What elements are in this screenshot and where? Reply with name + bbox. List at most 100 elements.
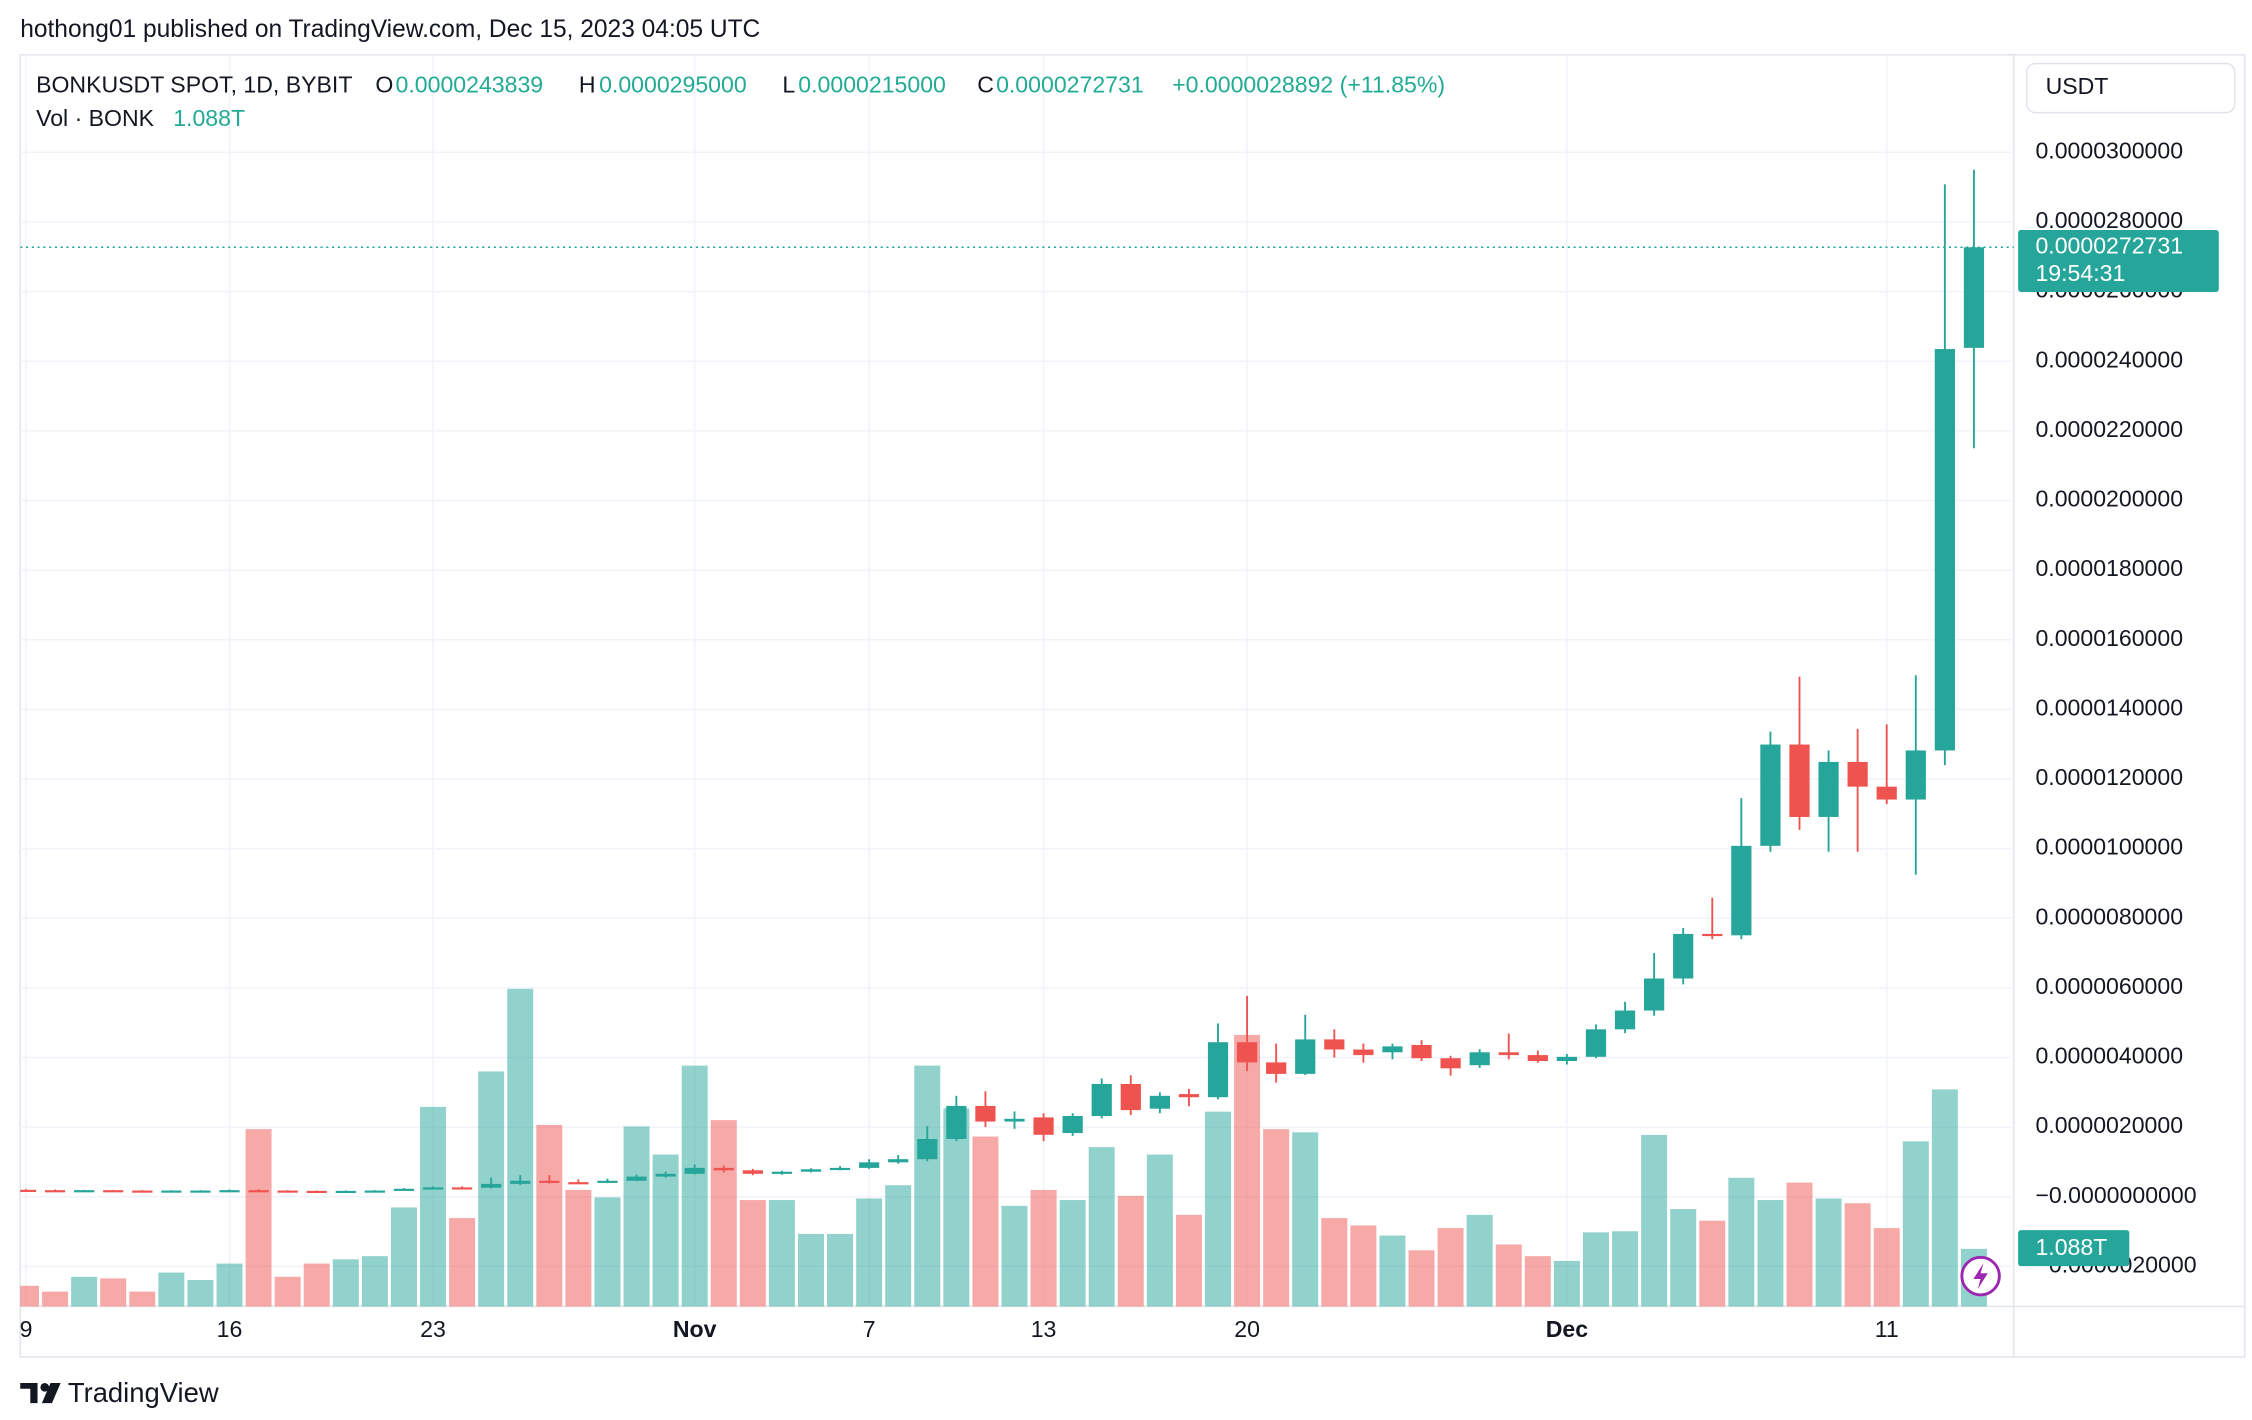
volume-bar: [390, 1207, 417, 1307]
candle-body: [161, 1190, 182, 1193]
y-tick-label: 0.0000080000: [2035, 903, 2183, 929]
y-tick-label: 0.0000020000: [2035, 1112, 2183, 1138]
volume-bar: [158, 1272, 185, 1307]
volume-pane: [20, 988, 1987, 1307]
candle-body: [74, 1190, 95, 1193]
candle-body: [975, 1105, 996, 1122]
symbol-title: BONKUSDT SPOT, 1D, BYBIT: [36, 72, 352, 98]
volume-bar: [1146, 1154, 1173, 1307]
volume-bar: [536, 1124, 563, 1307]
candle-body: [1091, 1083, 1112, 1117]
candle-body: [1673, 933, 1694, 979]
volume-bar: [943, 1108, 970, 1307]
x-tick-label: 16: [217, 1316, 243, 1342]
volume-bar: [1728, 1177, 1755, 1307]
candle-body: [44, 1190, 66, 1193]
volume-bar: [332, 1259, 359, 1307]
candle-body: [684, 1167, 705, 1174]
candle-body: [1585, 1029, 1607, 1057]
candle-body: [859, 1162, 880, 1168]
candle-body: [510, 1180, 531, 1184]
change-value: +0.0000028892 (+11.85%): [1172, 72, 1445, 98]
volume-bar: [1437, 1228, 1464, 1307]
candle-body: [1178, 1094, 1200, 1098]
volume-bar: [1175, 1214, 1202, 1307]
volume-bar: [972, 1136, 999, 1307]
volume-bar: [1582, 1232, 1609, 1307]
high-label: H: [579, 72, 596, 98]
y-tick-label: 0.0000100000: [2035, 834, 2183, 860]
icon-bolt[interactable]: [1973, 1263, 1988, 1290]
volume-bar: [1292, 1132, 1319, 1307]
lightning-icon[interactable]: [1960, 1255, 2001, 1297]
volume-bar: [274, 1276, 301, 1307]
candle-body: [1789, 744, 1810, 817]
volume-bar: [1030, 1189, 1057, 1307]
candle-body: [568, 1182, 589, 1185]
brand-logo: [20, 1382, 61, 1404]
candle-body: [1062, 1116, 1083, 1134]
volume-bar: [20, 1285, 39, 1307]
last-price-tag: [2018, 229, 2219, 293]
y-tick-label: 0.0000200000: [2035, 486, 2183, 512]
candle-body: [1760, 744, 1781, 846]
volume-bar: [1873, 1228, 1900, 1307]
x-tick-label: 20: [1234, 1316, 1260, 1342]
volume-bar: [420, 1106, 447, 1307]
x-tick-label: 13: [1031, 1316, 1057, 1342]
volume-bar: [1466, 1214, 1493, 1307]
countdown: 19:54:31: [2035, 260, 2125, 286]
volume-bar: [1612, 1231, 1639, 1307]
volume-bar: [1205, 1111, 1232, 1307]
volume-bar: [797, 1233, 824, 1307]
close-value: 0.0000272731: [996, 72, 1144, 98]
currency-button[interactable]: [2026, 62, 2236, 114]
volume-bar: [245, 1129, 272, 1307]
volume-bar: [303, 1263, 330, 1307]
candle-body: [277, 1190, 298, 1193]
volume-bar: [216, 1263, 243, 1307]
volume-bar: [1524, 1256, 1551, 1307]
y-tick-label: 0.0000240000: [2035, 346, 2183, 372]
logo-slash: [41, 1382, 61, 1404]
y-tick-label: 0.0000040000: [2035, 1043, 2183, 1069]
candle-body: [1149, 1095, 1170, 1109]
candle-body: [800, 1169, 822, 1172]
candle-body: [1847, 761, 1868, 787]
candle-body: [1702, 933, 1723, 937]
candle-body: [917, 1138, 938, 1160]
candle-body: [364, 1190, 385, 1193]
volume-bar: [1931, 1089, 1958, 1307]
volume-bar: [1844, 1203, 1871, 1307]
candle-body: [1556, 1056, 1578, 1062]
candle-body: [422, 1187, 444, 1190]
candle-body: [1207, 1042, 1229, 1098]
volume-bar: [1786, 1182, 1813, 1307]
candle-body: [451, 1187, 473, 1190]
volume-bar: [652, 1154, 679, 1307]
volume-bar: [1379, 1235, 1406, 1307]
volume-bar: [507, 988, 534, 1307]
publish-info: hothong01 published on TradingView.com, …: [20, 16, 760, 43]
currency[interactable]: USDT: [2046, 73, 2109, 99]
axes: 0.00003000000.00002800000.00002600000.00…: [20, 137, 2219, 1342]
candle-body: [829, 1167, 851, 1171]
volume-bar: [1117, 1195, 1144, 1307]
volume-bar: [1059, 1200, 1086, 1307]
candle-body: [626, 1176, 647, 1181]
candle-body: [888, 1159, 909, 1163]
candle-body: [539, 1180, 560, 1183]
volume-bar: [1234, 1034, 1261, 1307]
volume-bar: [739, 1200, 766, 1307]
volume-bar: [681, 1065, 708, 1307]
candle-body: [1963, 247, 1985, 348]
volume-bar: [594, 1197, 621, 1307]
candle-body: [103, 1190, 124, 1193]
chart-frame: [19, 54, 2246, 1358]
candle-body: [597, 1180, 618, 1183]
low-value: 0.0000215000: [798, 72, 946, 98]
logo-dot: [40, 1382, 50, 1392]
y-tick-label: 0.0000060000: [2035, 973, 2183, 999]
volume-bar: [768, 1200, 795, 1307]
